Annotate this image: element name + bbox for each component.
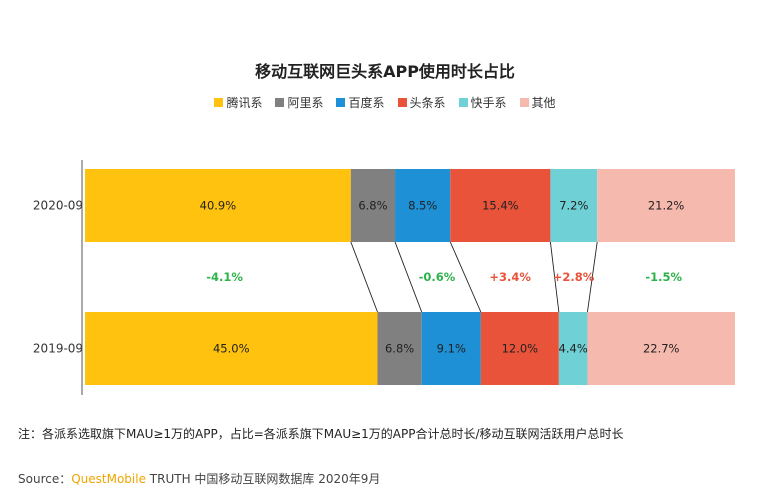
bar-segment <box>350 169 396 242</box>
source-line: Source：QuestMobile TRUTH 中国移动互联网数据库 2020… <box>18 470 380 487</box>
connector-line <box>549 241 560 313</box>
legend-item-bytedance: 头条系 <box>397 94 446 111</box>
legend-item-tencent: 腾讯系 <box>214 94 262 111</box>
connector-line <box>587 241 598 313</box>
chart-title: 移动互联网巨头系APP使用时长占比 <box>255 62 515 81</box>
legend-label: 百度系 <box>348 96 385 110</box>
connector-line <box>394 241 423 313</box>
data-label: 6.8% <box>385 342 414 356</box>
source-prefix: Source： <box>18 472 72 486</box>
legend-item-kuaishou: 快手系 <box>458 94 507 111</box>
legend-swatch <box>336 98 346 107</box>
data-label: 21.2% <box>648 199 685 213</box>
data-label: 12.0% <box>502 342 539 356</box>
data-label: 9.1% <box>437 342 466 356</box>
data-label: 40.9% <box>200 199 237 213</box>
change-label: -0.6% <box>419 270 456 284</box>
bar-segment <box>558 312 588 385</box>
legend-label: 其他 <box>531 96 556 110</box>
legend-item-others: 其他 <box>519 94 556 111</box>
bar-segment <box>480 312 559 385</box>
legend-swatch <box>519 98 529 107</box>
category-label: 2020-09 <box>33 199 83 213</box>
connector-line <box>350 241 378 313</box>
legend-label: 阿里系 <box>287 96 324 110</box>
legend-label: 快手系 <box>470 96 507 110</box>
bar-segment <box>421 312 481 385</box>
legend-swatch <box>275 98 285 107</box>
bar-segment <box>587 312 735 385</box>
legend-swatch <box>458 98 468 107</box>
connector-line <box>449 241 482 313</box>
data-label: 6.8% <box>358 199 387 213</box>
legend-item-alibaba: 阿里系 <box>275 94 323 111</box>
data-label: 7.2% <box>559 199 588 213</box>
bar-segment <box>85 169 351 242</box>
legend-swatch <box>214 98 224 107</box>
bar-segment <box>85 312 378 385</box>
change-label: -1.5% <box>645 270 682 284</box>
bar-segment <box>450 169 551 242</box>
bar-segment <box>550 169 598 242</box>
data-label: 22.7% <box>643 342 680 356</box>
chart-legend: 腾讯系 阿里系 百度系 头条系 快手系 其他 <box>0 94 770 111</box>
footnote: 注：各派系选取旗下MAU≥1万的APP，占比=各派系旗下MAU≥1万的APP合计… <box>18 427 624 441</box>
data-label: 4.4% <box>559 342 588 356</box>
bar-segment <box>377 312 422 385</box>
legend-item-baidu: 百度系 <box>336 94 385 111</box>
legend-label: 头条系 <box>409 96 446 110</box>
source-brand: QuestMobile <box>71 472 146 486</box>
category-label: 2019-09 <box>33 342 83 356</box>
source-suffix: TRUTH 中国移动互联网数据库 2020年9月 <box>145 472 381 486</box>
change-label: +2.8% <box>553 270 595 284</box>
legend-swatch <box>397 98 407 107</box>
change-label: -4.1% <box>206 270 243 284</box>
bar-segment <box>597 169 735 242</box>
legend-label: 腾讯系 <box>226 96 263 110</box>
data-label: 15.4% <box>482 199 519 213</box>
change-label: +3.4% <box>489 270 531 284</box>
bar-segment <box>395 169 451 242</box>
data-label: 8.5% <box>408 199 437 213</box>
data-label: 45.0% <box>213 342 250 356</box>
